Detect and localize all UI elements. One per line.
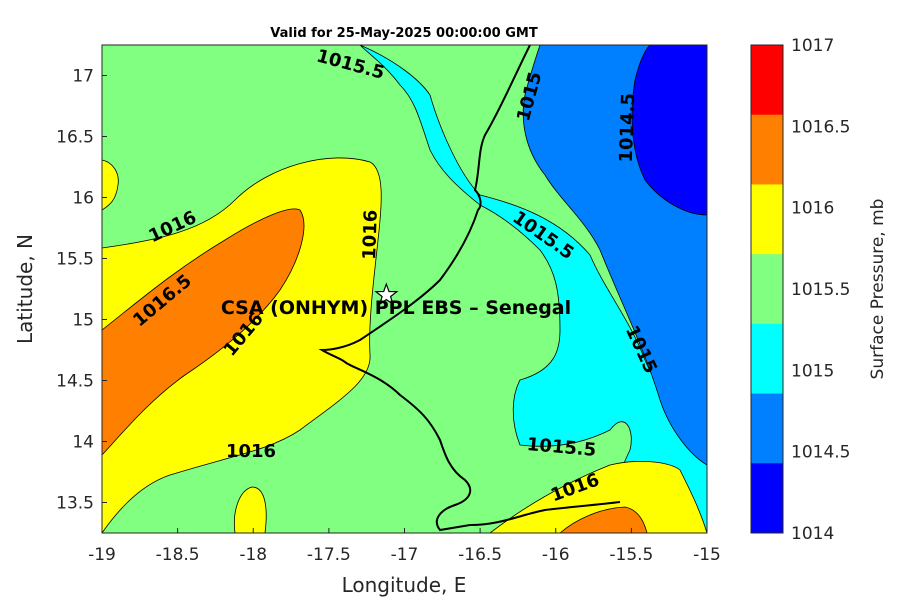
band-1016-southeast [489,461,707,533]
x-tick-label: -18 [239,545,267,565]
figure-title: Valid for 25-May-2025 00:00:00 GMT [270,26,538,41]
coastline [318,45,621,532]
y-tick-label: 15.5 [56,250,94,270]
colorbar-label: Surface Pressure, mb [868,199,888,380]
colorbar-swatch [751,254,783,325]
site-label: CSA (ONHYM) PPL EBS – Senegal [221,297,571,319]
x-axis-label: Longitude, E [342,573,467,597]
y-axis-ticks: 17 16.5 16 15.5 15 14.5 14 13.5 [56,67,107,514]
colorbar-tick-label: 1016.5 [791,117,850,137]
x-tick-label: -16 [542,545,570,565]
x-tick-label: -17.5 [307,545,351,565]
band-1016-5-west [102,208,305,456]
y-tick-label: 14.5 [56,372,94,392]
band-1016-west [102,157,382,533]
colorbar-tick-label: 1015 [791,361,834,381]
colorbar-swatch [751,184,783,255]
x-tick-label: -17 [391,545,419,565]
y-tick-label: 17 [72,67,94,87]
x-tick-label: -15.5 [609,545,653,565]
colorbar-tick-label: 1017 [791,36,834,56]
colorbar-tick-label: 1015.5 [791,280,850,300]
colorbar-tick-label: 1014.5 [791,443,850,463]
x-axis-ticks: -19 -18.5 -18 -17.5 -17 -16.5 -16 -15.5 -15 [88,528,721,565]
y-tick-label: 13.5 [56,494,94,514]
contour-label: 1014.5 [616,93,639,163]
colorbar-swatch [751,45,783,116]
colorbar: 1017 1016.5 1016 1015.5 1015 1014.5 1014 [750,36,850,544]
star-icon [374,282,399,306]
y-tick-label: 16 [72,189,94,209]
colorbar-swatch [751,393,783,464]
colorbar-swatch [751,114,783,185]
y-tick-label: 14 [72,433,94,453]
y-axis-label: Latitude, N [13,234,37,344]
colorbar-frame [750,44,784,534]
x-tick-label: -15 [693,545,721,565]
colorbar-swatch [751,323,783,395]
y-tick-label: 16.5 [56,128,94,148]
contour-label: 1016 [226,441,276,462]
band-1016-southwest [233,486,267,533]
contour-label: 1016 [359,209,382,260]
map-area [102,45,707,533]
colorbar-tick-label: 1016 [791,199,834,219]
colorbar-tick-label: 1014 [791,524,834,544]
band-1014-east [631,45,707,216]
band-1015-east [359,45,707,533]
y-tick-label: 15 [72,311,94,331]
x-tick-label: -19 [88,545,116,565]
band-1016-5-southeast [559,506,648,533]
colorbar-swatch [751,463,783,534]
x-tick-label: -16.5 [458,545,502,565]
x-tick-label: -18.5 [156,545,200,565]
site-marker: CSA (ONHYM) PPL EBS – Senegal [221,282,571,319]
